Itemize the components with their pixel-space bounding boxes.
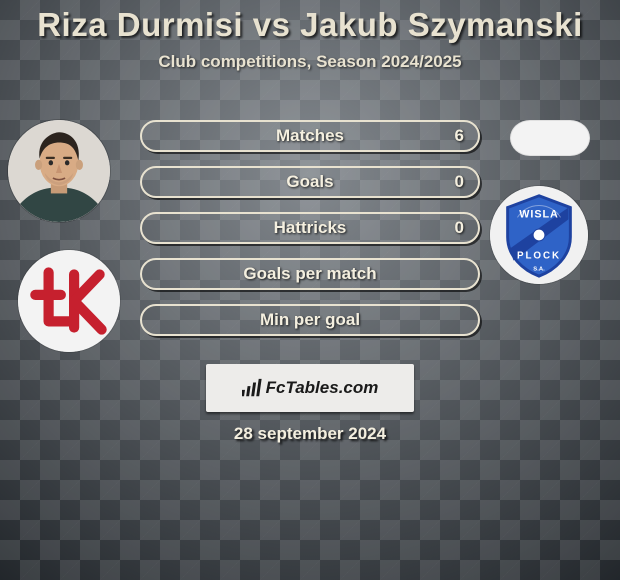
subtitle: Club competitions, Season 2024/2025: [0, 52, 620, 72]
player-right-column: WISLA PLOCK S.A.: [490, 120, 610, 284]
stat-row: Goals0: [140, 166, 480, 198]
player-left-column: [8, 120, 128, 352]
stat-label: Matches: [142, 122, 478, 150]
brand-label: FcTables.com: [266, 378, 379, 398]
stat-row: Matches6: [140, 120, 480, 152]
stat-right-value: 0: [455, 168, 464, 196]
player-left-avatar: [8, 120, 110, 222]
player-right-club-logo: WISLA PLOCK S.A.: [490, 186, 588, 284]
comparison-card: Riza Durmisi vs Jakub Szymanski Club com…: [0, 0, 620, 580]
wisla-plock-logo-icon: WISLA PLOCK S.A.: [490, 186, 588, 284]
stat-right-value: 6: [455, 122, 464, 150]
player-left-avatar-svg: [8, 120, 110, 222]
stat-row: Min per goal: [140, 304, 480, 336]
svg-text:S.A.: S.A.: [533, 266, 545, 272]
date-label: 28 september 2024: [0, 424, 620, 444]
page-title: Riza Durmisi vs Jakub Szymanski: [0, 0, 620, 44]
lks-lodz-logo-icon: [18, 250, 120, 352]
stat-row: Hattricks0: [140, 212, 480, 244]
player-left-club-logo: [18, 250, 120, 352]
svg-text:WISLA: WISLA: [519, 208, 559, 220]
stat-label: Goals per match: [142, 260, 478, 288]
player-right-avatar: [510, 120, 590, 156]
stat-row: Goals per match: [140, 258, 480, 290]
brand-card[interactable]: FcTables.com: [206, 364, 414, 412]
stat-right-value: 0: [455, 214, 464, 242]
stat-label: Goals: [142, 168, 478, 196]
svg-text:PLOCK: PLOCK: [517, 251, 561, 262]
stat-label: Min per goal: [142, 306, 478, 334]
stat-label: Hattricks: [142, 214, 478, 242]
stats-list: Matches6Goals0Hattricks0Goals per matchM…: [140, 120, 480, 350]
chart-icon: [242, 377, 264, 399]
